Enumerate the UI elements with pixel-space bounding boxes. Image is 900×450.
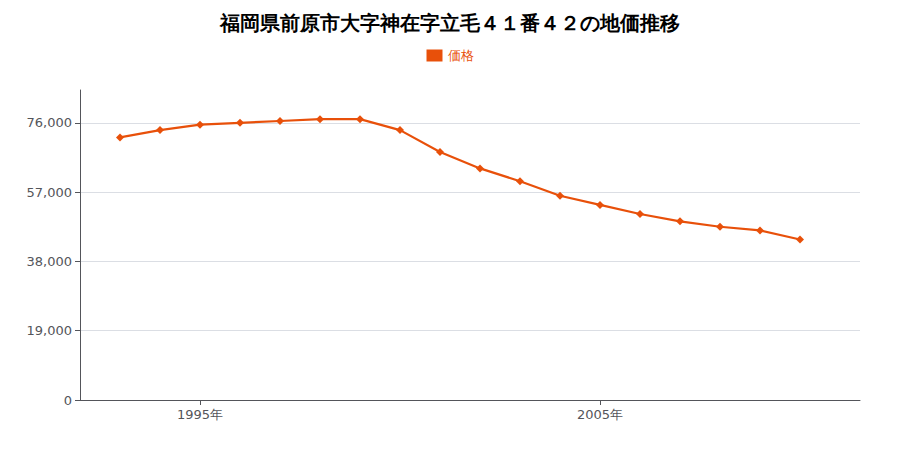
svg-text:価格: 価格	[448, 48, 474, 63]
svg-text:19,000: 19,000	[27, 323, 73, 338]
svg-text:2005年: 2005年	[577, 407, 623, 422]
svg-text:57,000: 57,000	[27, 185, 73, 200]
svg-text:1995年: 1995年	[177, 407, 223, 422]
svg-text:76,000: 76,000	[27, 115, 73, 130]
svg-text:38,000: 38,000	[27, 254, 73, 269]
svg-text:0: 0	[64, 393, 72, 408]
svg-text:福岡県前原市大字神在字立毛４１番４２の地価推移: 福岡県前原市大字神在字立毛４１番４２の地価推移	[219, 11, 680, 35]
